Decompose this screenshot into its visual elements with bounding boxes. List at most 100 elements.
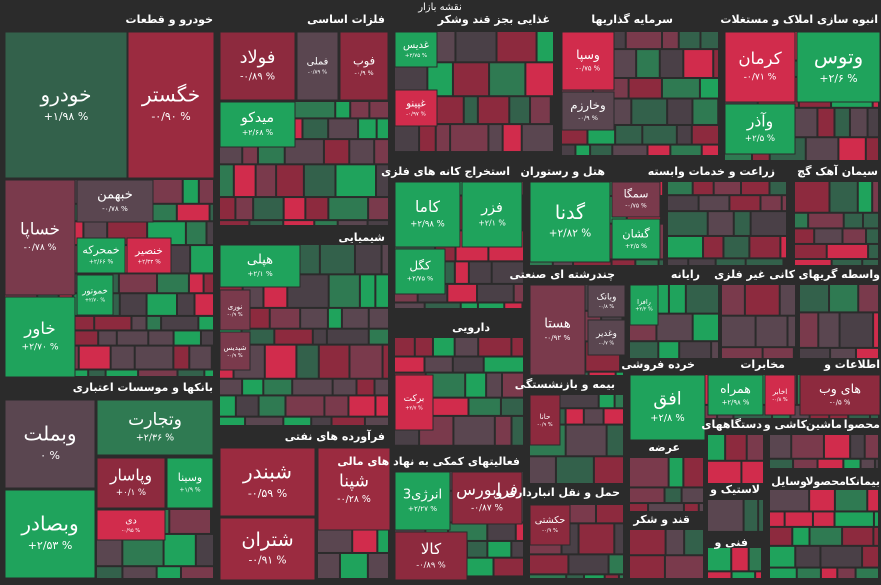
stock-name: فوب [353, 53, 375, 68]
stock-tile [394, 471, 451, 531]
filler-tile [722, 285, 744, 315]
sector-title: چندرشته ای صنعتی [509, 268, 615, 281]
stock-change: -۰/۸ % [772, 397, 787, 403]
stock-change: +۲/۸ % [650, 413, 685, 424]
filler-tile [629, 78, 661, 98]
filler-tile [616, 125, 642, 144]
filler-tile [770, 527, 792, 545]
filler-tile [663, 32, 678, 49]
filler-tile [425, 303, 460, 308]
filler-tile [726, 435, 746, 460]
filler-tile [665, 556, 703, 578]
filler-tile [479, 338, 511, 356]
filler-tile [750, 236, 780, 258]
filler-tile [382, 245, 388, 274]
filler-tile [782, 196, 786, 211]
stock-tile [629, 374, 706, 441]
stock-change: +۲/۷۵ % [407, 275, 433, 283]
stock-change: +۲/۷۵ % [405, 53, 427, 59]
filler-tile [684, 504, 698, 511]
sector-title: سرمایه گذاریها [591, 13, 673, 26]
filler-tile [850, 108, 867, 137]
sector-title: کانی غیر فلزی [714, 268, 796, 281]
stock-tile [96, 399, 214, 456]
filler-tile [708, 548, 731, 571]
filler-tile [376, 275, 388, 307]
filler-tile [821, 568, 837, 578]
sector-title: لاستیک و [709, 483, 760, 496]
filler-tile [377, 165, 388, 197]
stock-name: وبملت [23, 422, 76, 446]
filler-tile [830, 182, 857, 212]
filler-tile [693, 182, 713, 195]
filler-tile [835, 108, 849, 137]
filler-tile [195, 294, 213, 315]
filler-tile [856, 568, 878, 578]
filler-tile [456, 32, 496, 62]
sector-title: انبوه سازی املاک و مستغلات [720, 13, 878, 26]
filler-tile [818, 459, 843, 468]
filler-tile [795, 229, 814, 243]
filler-tile [464, 97, 477, 124]
sector-title: هتل و رستوران [521, 165, 605, 178]
filler-tile [677, 125, 691, 144]
filler-tile [502, 373, 523, 397]
filler-tile [191, 246, 213, 273]
filler-tile [668, 196, 698, 211]
filler-tile [286, 396, 324, 416]
filler-tile [327, 329, 368, 344]
filler-tile [835, 512, 873, 526]
filler-tile [236, 396, 258, 416]
filler-tile [359, 119, 376, 139]
filler-tile [770, 435, 791, 458]
filler-tile [708, 435, 725, 460]
filler-tile [770, 546, 795, 567]
stock-tile [529, 284, 586, 376]
filler-tile [455, 338, 478, 356]
stock-change: +۱/۹ % [179, 487, 200, 494]
filler-tile [648, 145, 670, 155]
stock-tile [529, 394, 561, 446]
stock-change: +۲/۵ % [745, 134, 775, 144]
filler-tile [313, 329, 326, 344]
filler-tile [684, 458, 703, 487]
filler-tile [97, 567, 122, 578]
filler-tile [818, 108, 834, 137]
filler-tile [596, 505, 623, 523]
filler-tile [689, 259, 715, 265]
stock-tile [126, 237, 172, 274]
filler-tile [462, 558, 493, 576]
filler-tile [792, 435, 823, 458]
sector-title: محصولا [805, 475, 846, 488]
stock-tile [339, 31, 389, 101]
filler-tile [680, 342, 711, 358]
filler-tile [605, 575, 618, 578]
stock-change: +۲/۶ % [819, 72, 857, 85]
filler-tile [220, 379, 242, 395]
filler-tile [333, 379, 356, 395]
filler-tile [492, 262, 523, 283]
filler-tile [376, 396, 388, 416]
filler-tile [196, 534, 213, 566]
filler-tile [170, 510, 211, 533]
filler-tile [835, 490, 867, 511]
stock-tile [4, 296, 76, 378]
filler-tile [636, 260, 658, 265]
stock-tile [296, 31, 339, 101]
filler-tile [353, 530, 377, 552]
filler-tile [516, 523, 523, 540]
stock-change: -۰/۹ % [578, 114, 598, 122]
filler-tile [669, 458, 683, 487]
filler-tile [742, 182, 769, 195]
filler-tile [501, 398, 523, 415]
stock-tile [799, 374, 881, 416]
filler-tile [867, 229, 878, 243]
filler-tile [319, 345, 349, 378]
filler-tile [454, 416, 494, 445]
sector-title: دارویی [452, 321, 490, 334]
filler-tile [494, 558, 523, 576]
sector-title: حمل و نقل انبارداری و [494, 486, 620, 499]
filler-tile [702, 145, 718, 155]
stock-name: خساپا [20, 220, 60, 240]
